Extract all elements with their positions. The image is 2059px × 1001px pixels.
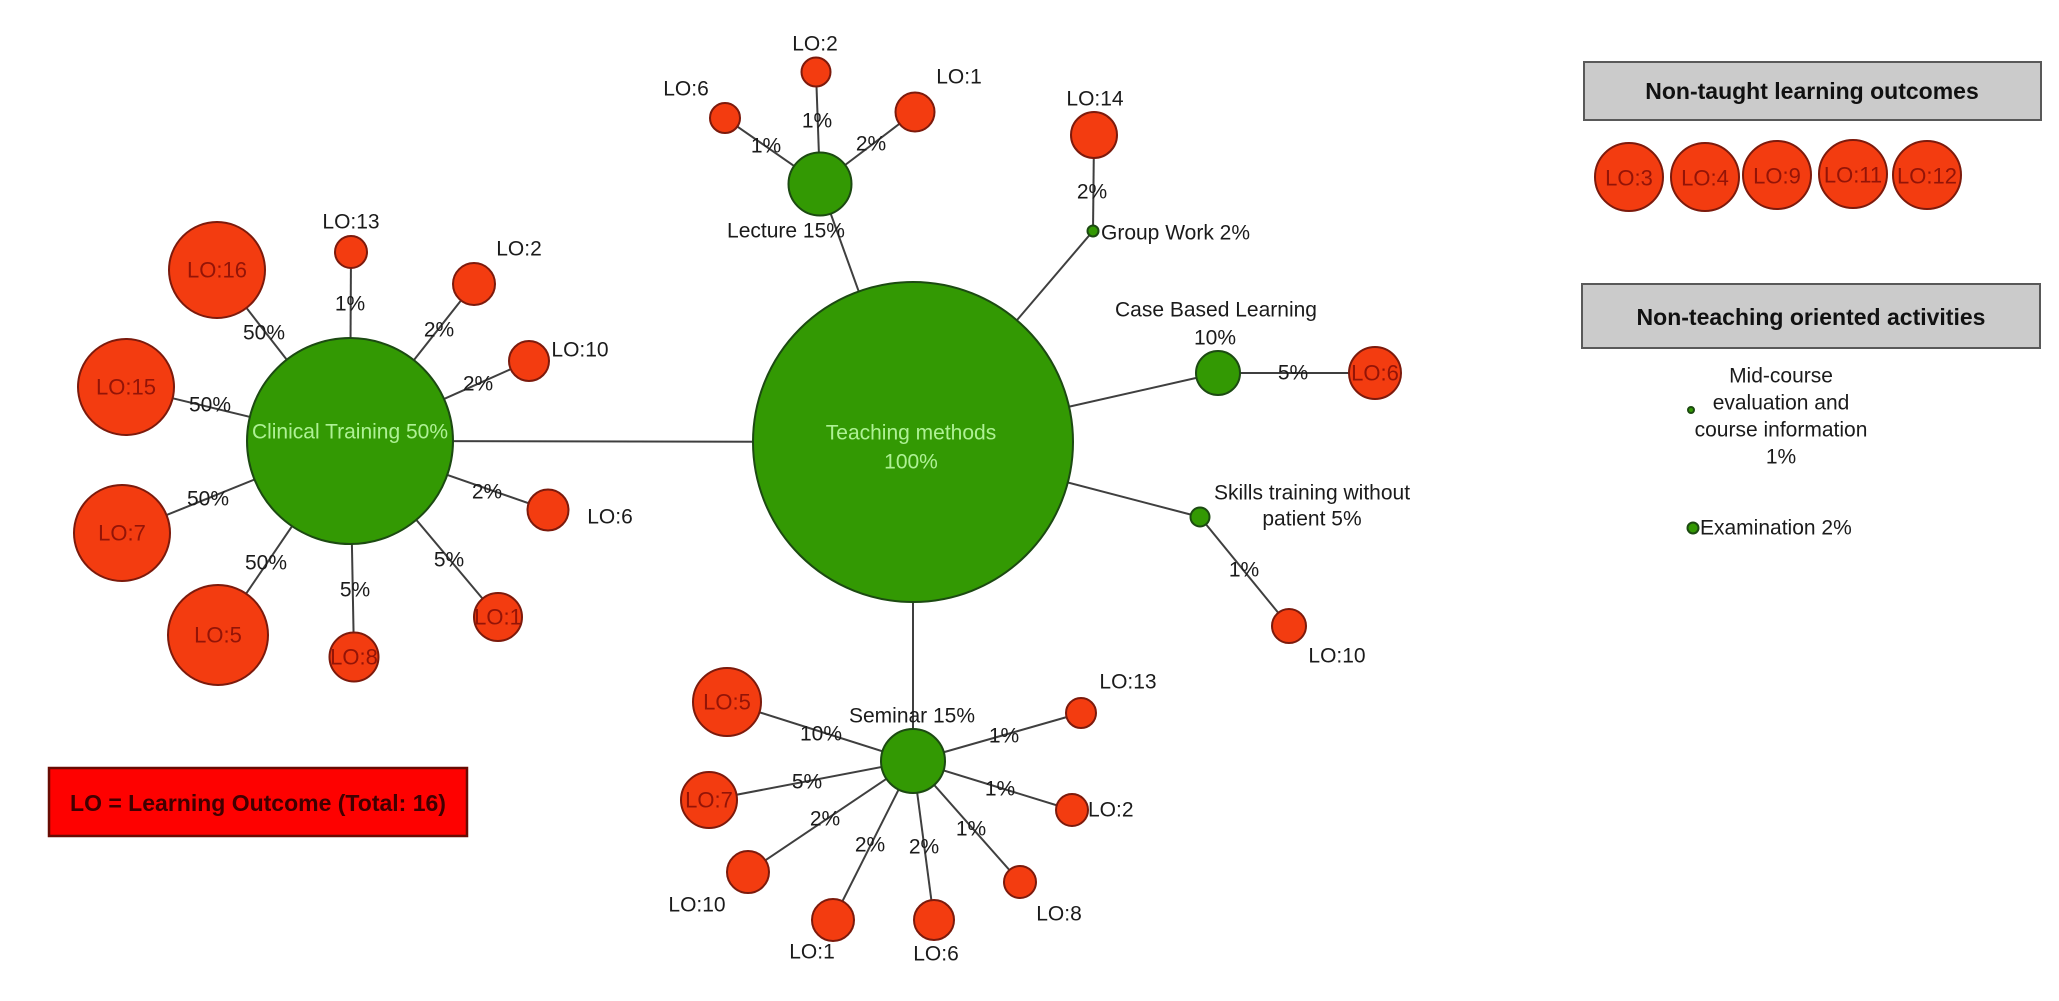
svg-text:1%: 1% (335, 293, 365, 316)
svg-text:Non-teaching oriented activiti: Non-teaching oriented activities (1637, 304, 1986, 330)
svg-text:LO:4: LO:4 (1681, 166, 1729, 191)
svg-text:5%: 5% (434, 549, 464, 572)
svg-text:50%: 50% (245, 552, 287, 575)
svg-text:LO:10: LO:10 (1308, 645, 1365, 668)
svg-text:LO:13: LO:13 (322, 211, 379, 234)
svg-text:2%: 2% (424, 319, 454, 342)
svg-text:Lecture 15%: Lecture 15% (727, 220, 845, 243)
svg-text:LO:10: LO:10 (668, 894, 725, 917)
svg-text:course information: course information (1695, 419, 1868, 442)
svg-text:LO:14: LO:14 (1066, 88, 1124, 111)
svg-text:LO:8: LO:8 (330, 645, 378, 670)
svg-text:1%: 1% (802, 110, 832, 133)
svg-text:5%: 5% (340, 579, 370, 602)
svg-text:LO:6: LO:6 (1351, 361, 1399, 386)
svg-text:1%: 1% (1766, 446, 1796, 469)
svg-text:5%: 5% (792, 771, 822, 794)
svg-text:LO:12: LO:12 (1897, 164, 1957, 189)
svg-text:LO:11: LO:11 (1824, 163, 1882, 188)
svg-text:LO:6: LO:6 (587, 506, 633, 529)
svg-text:Seminar 15%: Seminar 15% (849, 705, 975, 728)
svg-text:LO:8: LO:8 (1036, 903, 1082, 926)
svg-text:LO:15: LO:15 (96, 375, 156, 400)
svg-text:Non-taught learning outcomes: Non-taught learning outcomes (1645, 78, 1979, 104)
svg-text:1%: 1% (985, 778, 1015, 801)
svg-text:patient 5%: patient 5% (1262, 508, 1361, 531)
svg-text:10%: 10% (1194, 327, 1236, 350)
svg-text:1%: 1% (1229, 559, 1259, 582)
svg-text:5%: 5% (1278, 362, 1308, 385)
svg-text:50%: 50% (189, 394, 231, 417)
svg-text:2%: 2% (463, 373, 493, 396)
svg-text:LO:3: LO:3 (1605, 166, 1653, 191)
svg-text:100%: 100% (884, 451, 938, 474)
svg-text:LO:2: LO:2 (792, 33, 838, 56)
svg-text:2%: 2% (810, 808, 840, 831)
svg-text:LO:10: LO:10 (551, 339, 608, 362)
svg-text:LO:9: LO:9 (1753, 164, 1801, 189)
svg-text:LO:6: LO:6 (663, 78, 709, 101)
svg-text:10%: 10% (800, 723, 842, 746)
svg-text:1%: 1% (751, 135, 781, 158)
svg-text:2%: 2% (855, 834, 885, 857)
svg-text:Group Work 2%: Group Work 2% (1101, 222, 1250, 245)
svg-text:50%: 50% (243, 322, 285, 345)
svg-text:1%: 1% (956, 818, 986, 841)
svg-text:Clinical Training 50%: Clinical Training 50% (252, 421, 448, 444)
svg-text:1%: 1% (989, 725, 1019, 748)
svg-text:50%: 50% (187, 488, 229, 511)
svg-text:evaluation and: evaluation and (1713, 392, 1850, 415)
svg-text:LO:2: LO:2 (496, 238, 542, 261)
svg-text:LO:1: LO:1 (789, 941, 835, 964)
svg-text:LO:5: LO:5 (194, 623, 242, 648)
svg-text:LO:6: LO:6 (913, 943, 959, 966)
svg-text:Examination 2%: Examination 2% (1700, 517, 1852, 540)
svg-text:2%: 2% (909, 836, 939, 859)
svg-text:Skills training without: Skills training without (1214, 482, 1410, 505)
svg-text:LO:1: LO:1 (474, 605, 522, 630)
svg-text:Case Based Learning: Case Based Learning (1115, 299, 1317, 322)
svg-text:LO:7: LO:7 (98, 521, 146, 546)
svg-text:LO:5: LO:5 (703, 690, 751, 715)
svg-text:LO:7: LO:7 (685, 788, 733, 813)
svg-text:LO = Learning Outcome (Total:: LO = Learning Outcome (Total: 16) (70, 790, 446, 816)
svg-text:2%: 2% (856, 133, 886, 156)
svg-text:Mid-course: Mid-course (1729, 365, 1833, 388)
svg-text:LO:1: LO:1 (936, 66, 982, 89)
svg-text:2%: 2% (1077, 181, 1107, 204)
svg-text:Teaching methods: Teaching methods (826, 422, 996, 445)
svg-text:LO:13: LO:13 (1099, 671, 1156, 694)
svg-text:LO:2: LO:2 (1088, 799, 1134, 822)
svg-text:LO:16: LO:16 (187, 258, 247, 283)
svg-text:2%: 2% (472, 481, 502, 504)
